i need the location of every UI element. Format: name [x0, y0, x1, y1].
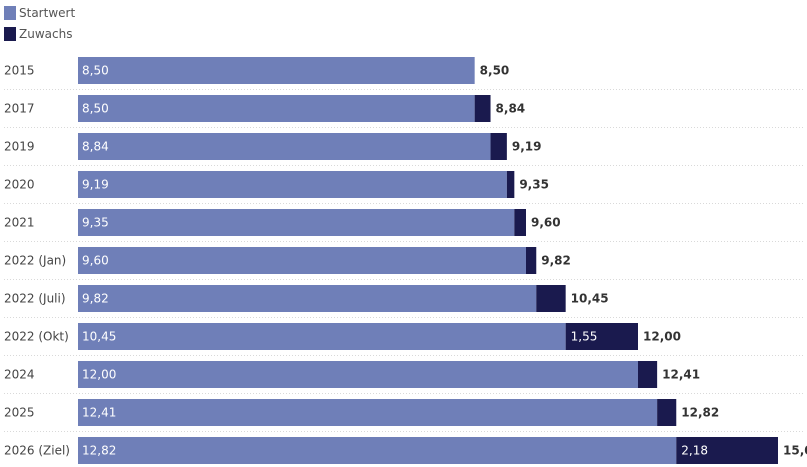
- category-label: 2022 (Juli): [4, 292, 66, 306]
- category-label: 2025: [4, 406, 35, 420]
- start-value-label: 12,00: [82, 368, 116, 382]
- total-value-label: 15,00: [783, 444, 807, 458]
- bar-zuwachs: [490, 133, 507, 160]
- bar-startwert: [78, 209, 515, 236]
- total-value-label: 12,82: [681, 406, 719, 420]
- total-value-label: 9,19: [512, 140, 542, 154]
- total-value-label: 10,45: [571, 292, 609, 306]
- total-value-label: 8,84: [496, 102, 526, 116]
- start-value-label: 9,60: [82, 254, 109, 268]
- category-label: 2022 (Okt): [4, 330, 69, 344]
- legend-swatch-startwert: [4, 5, 16, 20]
- legend-label-zuwachs: Zuwachs: [19, 26, 73, 41]
- total-value-label: 12,41: [662, 368, 700, 382]
- legend-item-startwert: Startwert: [4, 2, 75, 23]
- start-value-label: 9,35: [82, 216, 109, 230]
- total-value-label: 9,82: [541, 254, 571, 268]
- bar-zuwachs: [638, 361, 658, 388]
- start-value-label: 9,82: [82, 292, 109, 306]
- bar-startwert: [78, 95, 475, 122]
- bar-zuwachs: [676, 437, 778, 464]
- bar-startwert: [78, 399, 658, 426]
- bar-zuwachs: [514, 209, 526, 236]
- category-label: 2026 (Ziel): [4, 444, 70, 458]
- bar-startwert: [78, 323, 566, 350]
- bar-zuwachs: [506, 171, 515, 198]
- total-value-label: 8,50: [480, 64, 510, 78]
- start-value-label: 12,41: [82, 406, 116, 420]
- legend-item-zuwachs: Zuwachs: [4, 23, 75, 44]
- increase-value-label: 1,55: [571, 330, 598, 344]
- bar-startwert: [78, 437, 677, 464]
- category-label: 2022 (Jan): [4, 254, 66, 268]
- category-label: 2015: [4, 64, 35, 78]
- bar-zuwachs: [526, 247, 537, 274]
- total-value-label: 12,00: [643, 330, 681, 344]
- bar-startwert: [78, 247, 526, 274]
- bar-zuwachs: [565, 323, 638, 350]
- start-value-label: 8,50: [82, 102, 109, 116]
- bar-zuwachs: [536, 285, 566, 312]
- bar-startwert: [78, 171, 507, 198]
- increase-value-label: 2,18: [681, 444, 708, 458]
- bar-startwert: [78, 361, 638, 388]
- start-value-label: 12,82: [82, 444, 116, 458]
- bar-startwert: [78, 57, 475, 84]
- category-label: 2020: [4, 178, 35, 192]
- bar-startwert: [78, 133, 491, 160]
- start-value-label: 8,84: [82, 140, 109, 154]
- category-label: 2021: [4, 216, 35, 230]
- start-value-label: 8,50: [82, 64, 109, 78]
- bar-startwert: [78, 285, 537, 312]
- legend-label-startwert: Startwert: [19, 5, 76, 20]
- category-label: 2017: [4, 102, 35, 116]
- legend-swatch-zuwachs: [4, 26, 16, 41]
- total-value-label: 9,60: [531, 216, 561, 230]
- category-label: 2024: [4, 368, 35, 382]
- bar-zuwachs: [474, 95, 491, 122]
- start-value-label: 9,19: [82, 178, 109, 192]
- legend: Startwert Zuwachs: [4, 2, 75, 44]
- category-label: 2019: [4, 140, 35, 154]
- start-value-label: 10,45: [82, 330, 116, 344]
- total-value-label: 9,35: [519, 178, 549, 192]
- bar-zuwachs: [657, 399, 677, 426]
